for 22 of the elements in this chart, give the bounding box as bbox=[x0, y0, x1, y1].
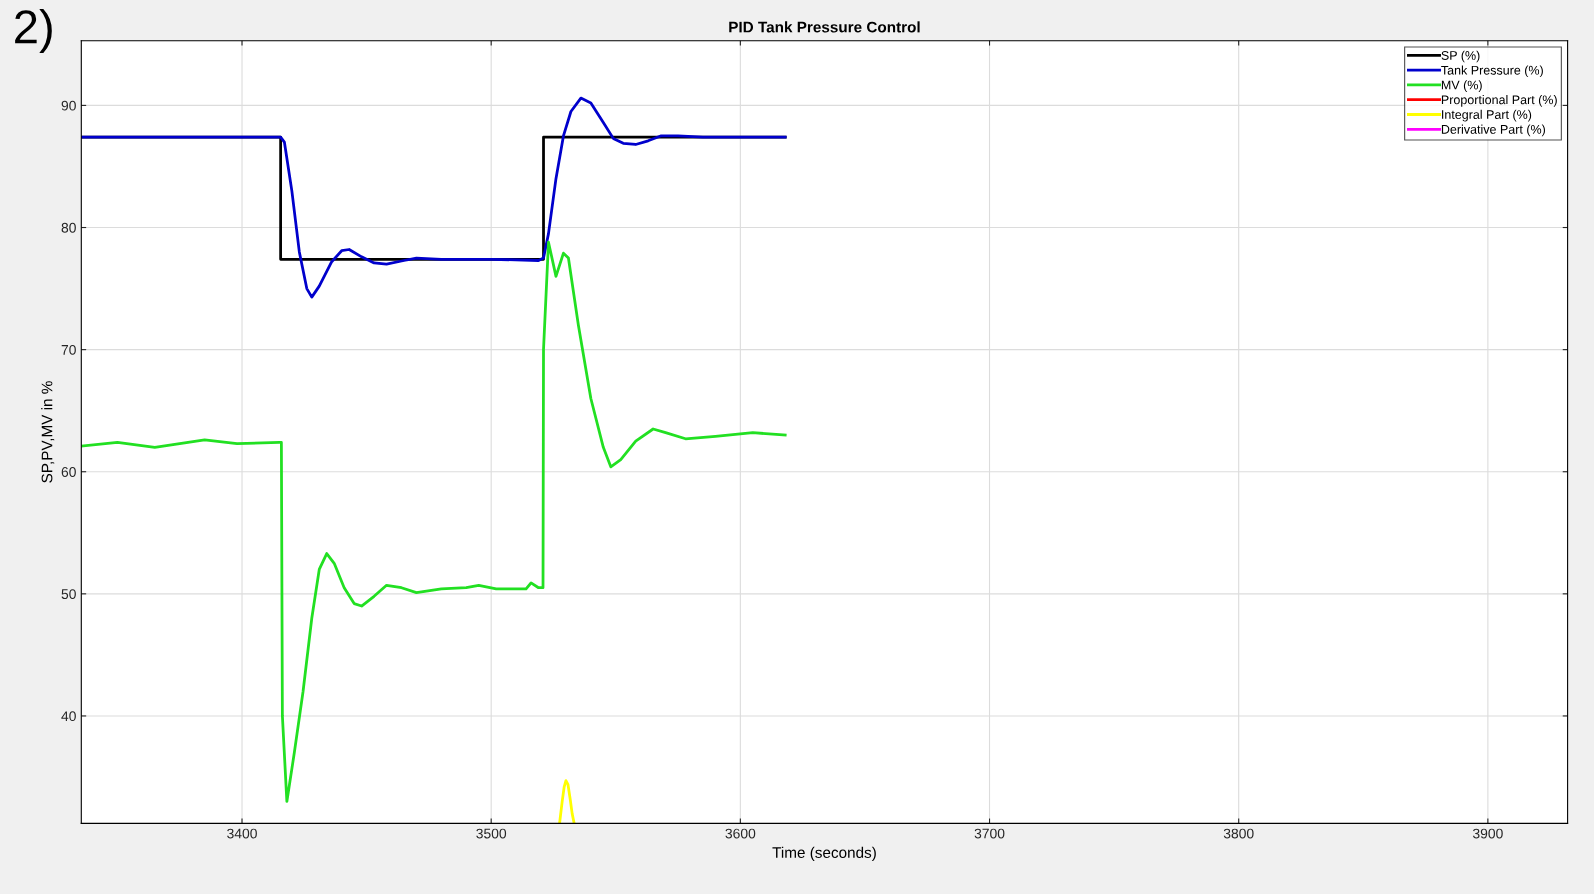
legend-label: Integral Part (%) bbox=[1442, 109, 1532, 122]
legend-label: SP (%) bbox=[1441, 50, 1480, 63]
y-tick-label: 80 bbox=[61, 222, 76, 233]
legend-label: Derivative Part (%) bbox=[1441, 124, 1545, 137]
y-tick-label: 70 bbox=[61, 344, 76, 355]
legend-label: Proportional Part (%) bbox=[1441, 95, 1557, 107]
y-tick-label: 50 bbox=[61, 589, 76, 600]
x-axis-title: Time (seconds) bbox=[772, 846, 876, 861]
legend-label: Tank Pressure (%) bbox=[1441, 65, 1543, 78]
x-tick-label: 3900 bbox=[1472, 828, 1503, 839]
y-tick-label: 90 bbox=[61, 100, 76, 111]
text: 2) bbox=[15, 8, 52, 53]
chart-title: PID Tank Pressure Control bbox=[729, 21, 920, 33]
x-tick-label: 3400 bbox=[227, 828, 257, 839]
x-tick-label: 3800 bbox=[1223, 828, 1254, 839]
x-tick-label: 3500 bbox=[476, 828, 507, 839]
y-tick-label: 40 bbox=[61, 711, 76, 722]
x-tick-label: 3600 bbox=[725, 828, 756, 839]
legend-label: MV (%) bbox=[1441, 80, 1482, 92]
y-axis-title: SP,PV,MV in % bbox=[41, 381, 55, 483]
y-tick-label: 60 bbox=[61, 467, 76, 477]
x-tick-label: 3700 bbox=[974, 828, 1005, 839]
